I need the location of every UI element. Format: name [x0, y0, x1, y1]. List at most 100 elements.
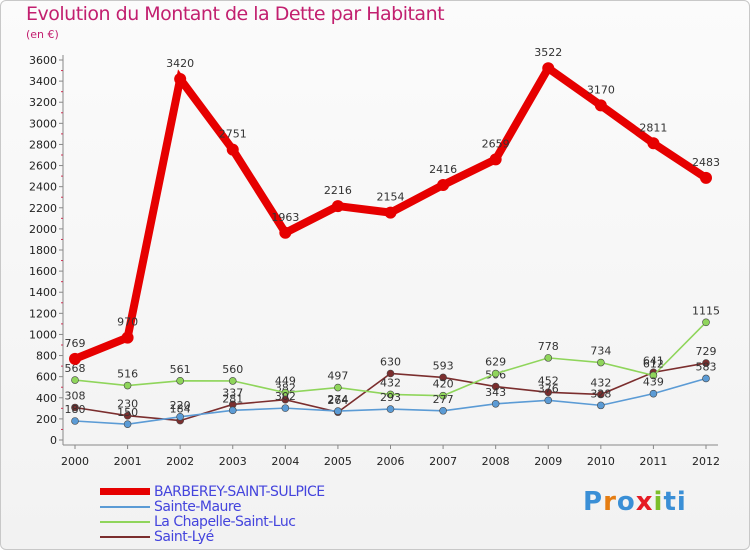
y-tick-label: 3200 [29, 96, 57, 109]
data-point [174, 73, 187, 85]
data-label: 1963 [271, 211, 299, 224]
y-tick-label: 600 [36, 371, 57, 384]
legend-swatch [100, 505, 150, 508]
data-point [700, 171, 712, 184]
data-label: 560 [222, 363, 243, 376]
data-point [544, 354, 553, 362]
data-label: 1115 [692, 304, 720, 317]
data-point [334, 383, 342, 392]
data-label: 561 [170, 363, 191, 376]
data-label: 2483 [692, 156, 720, 169]
y-tick-label: 1800 [29, 244, 57, 257]
data-point [597, 390, 605, 399]
data-point [176, 376, 184, 385]
data-label: 150 [117, 406, 138, 419]
legend-item: Saint-Lyé [100, 529, 325, 545]
data-label: 2154 [377, 191, 405, 204]
logo-letter: r [603, 487, 617, 517]
data-label: 516 [117, 368, 138, 381]
data-label: 452 [538, 374, 559, 387]
data-label: 274 [327, 393, 348, 406]
data-point [597, 358, 605, 367]
data-point [386, 405, 395, 413]
data-point [489, 153, 502, 166]
legend-item: BARBEREY-SAINT-SULPICE [100, 483, 325, 500]
data-point [544, 396, 553, 405]
data-point [439, 391, 447, 400]
data-label: 2751 [219, 128, 247, 141]
data-label: 343 [485, 386, 506, 399]
y-tick-label: 2800 [29, 138, 57, 151]
data-point [176, 412, 184, 421]
x-tick-label: 2010 [587, 455, 615, 468]
legend-swatch [100, 520, 150, 523]
data-label: 432 [380, 376, 401, 389]
proxiti-logo: Proxiti [583, 487, 687, 517]
y-tick-label: 1600 [29, 265, 57, 278]
y-tick-label: 1000 [29, 328, 57, 341]
data-label: 2811 [639, 121, 667, 134]
data-point [226, 143, 239, 156]
legend-label: La Chapelle-Saint-Luc [154, 513, 296, 530]
legend-swatch [100, 535, 150, 538]
logo-letter: x [635, 487, 654, 517]
data-label: 630 [380, 356, 401, 369]
y-tick-label: 0 [50, 434, 57, 447]
data-label: 612 [643, 357, 664, 370]
data-point [123, 381, 132, 390]
data-point [71, 403, 79, 412]
y-tick-label: 400 [36, 392, 57, 405]
data-point [71, 417, 79, 425]
y-tick-label: 2200 [29, 202, 57, 215]
data-point [439, 406, 447, 415]
data-point [544, 388, 553, 397]
data-label: 439 [643, 376, 664, 389]
y-tick-label: 1200 [29, 307, 57, 320]
data-label: 3522 [534, 46, 562, 59]
logo-letter: o [616, 487, 636, 517]
data-point [228, 377, 237, 385]
data-point [439, 373, 447, 382]
data-point [649, 389, 658, 398]
data-label: 769 [65, 337, 86, 350]
data-label: 568 [65, 362, 86, 375]
logo-letter: ti [663, 487, 687, 517]
data-point [121, 331, 134, 344]
legend-label: BARBEREY-SAINT-SULPICE [154, 483, 325, 500]
data-point [702, 374, 710, 383]
data-point [702, 318, 710, 327]
data-label: 376 [538, 382, 559, 395]
legend-swatch [100, 488, 150, 495]
data-point [491, 382, 500, 391]
data-point [228, 406, 237, 415]
logo-letter: P [583, 487, 604, 517]
data-point [384, 206, 397, 219]
data-label: 449 [275, 375, 296, 388]
legend: BARBEREY-SAINT-SULPICE Sainte-Maure La Cha… [100, 483, 325, 545]
data-label: 2216 [324, 184, 352, 197]
chart-title: Evolution du Montant de la Dette par Hab… [26, 3, 445, 25]
x-tick-label: 2001 [114, 455, 142, 468]
x-tick-label: 2008 [482, 455, 510, 468]
data-point [597, 401, 605, 410]
x-tick-label: 2003 [219, 455, 247, 468]
data-label: 281 [222, 392, 243, 405]
data-label: 583 [696, 360, 717, 373]
y-tick-label: 2400 [29, 181, 57, 194]
logo-letter: i [653, 487, 664, 517]
data-point [281, 404, 290, 412]
data-label: 729 [696, 345, 717, 358]
data-label: 970 [117, 316, 138, 329]
data-point [386, 369, 395, 378]
x-tick-label: 2007 [429, 455, 457, 468]
x-tick-label: 2004 [271, 455, 299, 468]
data-label: 293 [380, 391, 401, 404]
data-label: 337 [222, 386, 243, 399]
data-label: 180 [65, 403, 86, 416]
data-label: 641 [643, 354, 664, 367]
chart-unit: (en €) [26, 28, 59, 41]
data-label: 734 [590, 345, 611, 358]
data-point [542, 62, 555, 75]
